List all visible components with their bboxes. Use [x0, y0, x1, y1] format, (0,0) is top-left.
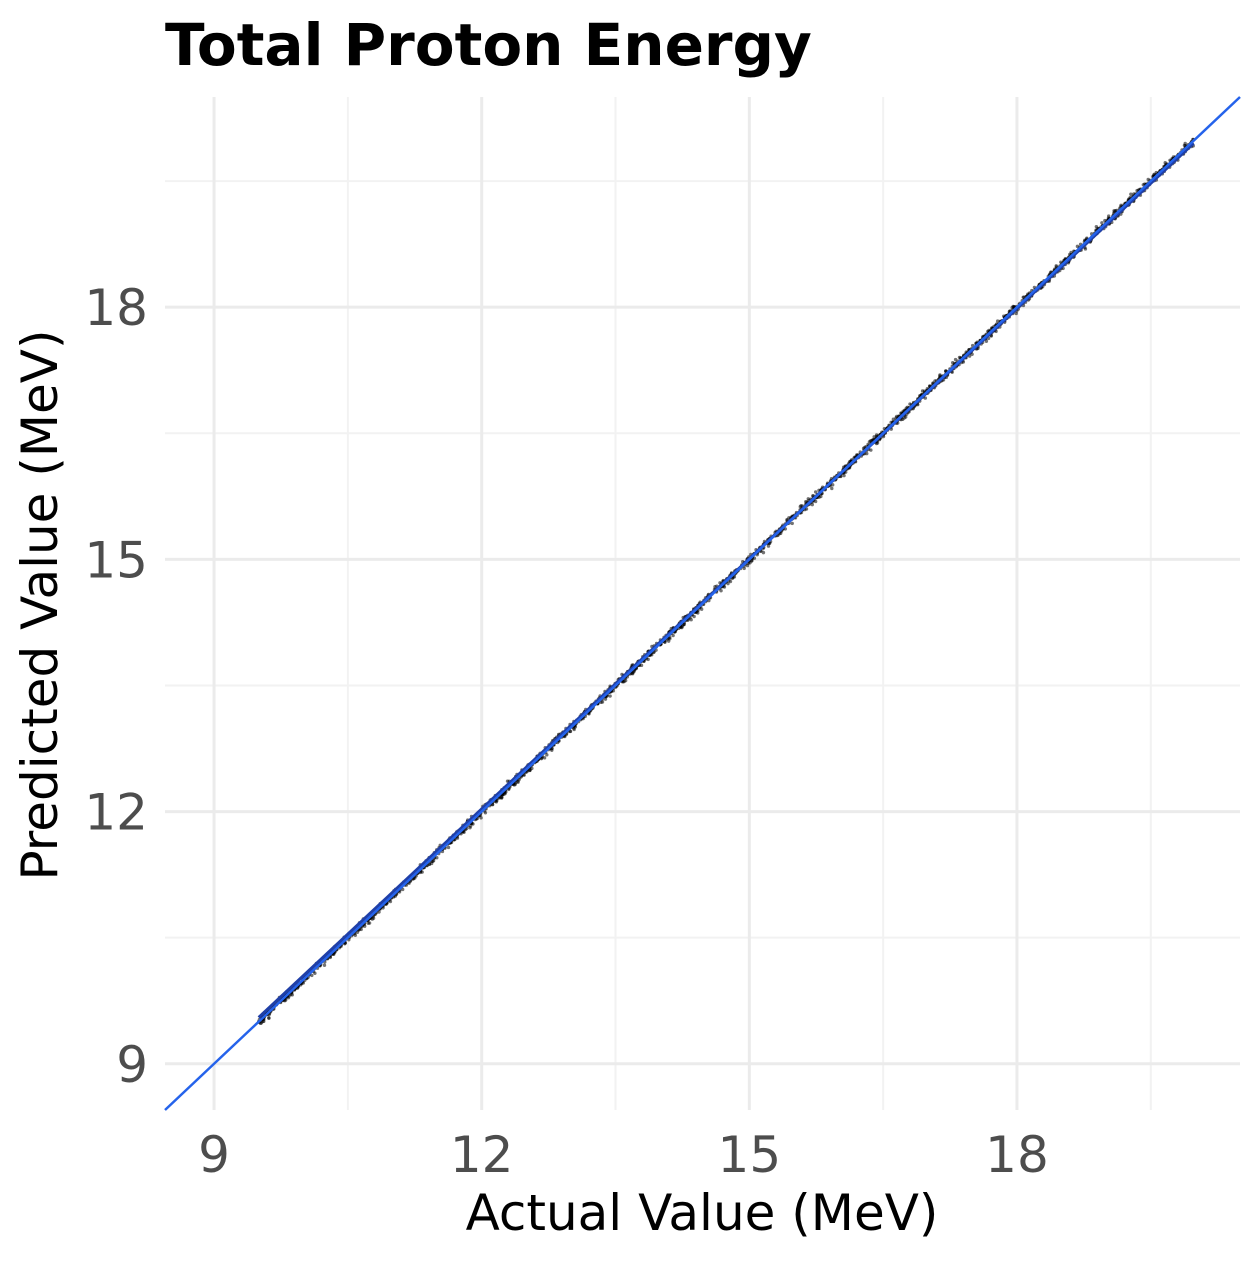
scatter-point: [938, 374, 942, 378]
scatter-point: [371, 916, 376, 920]
scatter-point: [868, 439, 873, 443]
scatter-point: [830, 486, 834, 491]
scatter-point: [388, 899, 393, 904]
scatter-point: [842, 473, 846, 478]
scatter-point: [813, 490, 818, 494]
scatter-point: [1083, 247, 1088, 251]
x-tick-label-1: 12: [450, 1126, 514, 1184]
scatter-point: [891, 417, 896, 421]
scatter-point: [933, 379, 937, 383]
scatter-point: [984, 339, 989, 343]
scatter-point: [1146, 177, 1150, 182]
scatter-point: [742, 566, 746, 571]
scatter-point: [899, 411, 903, 415]
scatter-point: [1183, 141, 1187, 146]
scatter-point: [427, 862, 432, 866]
scatter-point: [435, 856, 439, 860]
scatter-point: [499, 796, 504, 800]
scatter-point: [810, 502, 814, 507]
identity-line: [164, 96, 1241, 1111]
scatter-point: [267, 1016, 271, 1020]
y-tick-label-0: 9: [116, 1036, 148, 1094]
scatter-point: [680, 625, 684, 630]
scatter-point: [995, 319, 1000, 323]
scatter-point: [468, 826, 472, 830]
scatter-point: [366, 921, 370, 925]
scatter-point: [479, 816, 483, 820]
scatter-point: [875, 441, 880, 445]
y-axis-ticks: 9 12 15 18: [84, 279, 148, 1094]
scatter-point: [513, 782, 518, 786]
scatter-point: [787, 516, 791, 520]
scatter-point: [1014, 311, 1018, 316]
y-tick-label-2: 15: [84, 531, 148, 589]
scatter-point: [671, 633, 675, 638]
scatter-point: [798, 505, 802, 509]
scatter-point: [761, 550, 766, 555]
scatter-point: [804, 500, 808, 504]
y-tick-label-3: 18: [84, 279, 148, 337]
scatter-point: [359, 927, 363, 932]
scatter-point: [970, 343, 975, 348]
x-tick-label-3: 18: [985, 1126, 1049, 1184]
scatter-point: [953, 357, 958, 362]
scatter-point: [831, 483, 835, 487]
scatter-point: [766, 544, 771, 548]
scatter-point: [813, 499, 818, 504]
scatter-point: [494, 800, 499, 804]
scatter-point: [522, 773, 526, 777]
x-tick-label-2: 15: [718, 1126, 782, 1184]
scatter-point: [313, 971, 317, 975]
scatter-point: [1100, 221, 1104, 225]
scatter-point: [692, 614, 696, 619]
scatter-point: [699, 607, 704, 611]
scatter-point: [1075, 244, 1080, 249]
y-tick-label-1: 12: [84, 784, 148, 842]
x-axis-ticks: 9 12 15 18: [198, 1126, 1049, 1184]
scatter-point: [603, 697, 608, 701]
scatter-point: [783, 527, 788, 531]
scatter-point: [310, 973, 314, 978]
x-axis-label: Actual Value (MeV): [466, 1184, 939, 1242]
scatter-point: [790, 521, 794, 526]
grid: [165, 97, 1240, 1110]
scatter-point: [869, 448, 873, 452]
scatter-point: [483, 811, 488, 815]
y-axis-label: Predicted Value (MeV): [11, 330, 69, 881]
scatter-point: [322, 963, 327, 967]
scatter-point: [608, 694, 612, 698]
reference-lines: [164, 96, 1241, 1111]
scatter-point: [682, 622, 686, 627]
scatter-point: [1002, 314, 1006, 318]
scatter-point: [528, 768, 532, 772]
scatter-point: [446, 845, 451, 850]
scatter-point: [1103, 218, 1107, 223]
scatter-point: [400, 887, 405, 892]
scatter-point: [550, 748, 554, 753]
scatter-point: [666, 639, 671, 643]
scatter-point: [951, 360, 955, 365]
chart-title: Total Proton Energy: [165, 11, 812, 79]
scatter-point: [1129, 192, 1133, 196]
x-tick-label-0: 9: [198, 1126, 230, 1184]
scatter-point: [750, 558, 754, 563]
scatter-point: [804, 507, 809, 511]
